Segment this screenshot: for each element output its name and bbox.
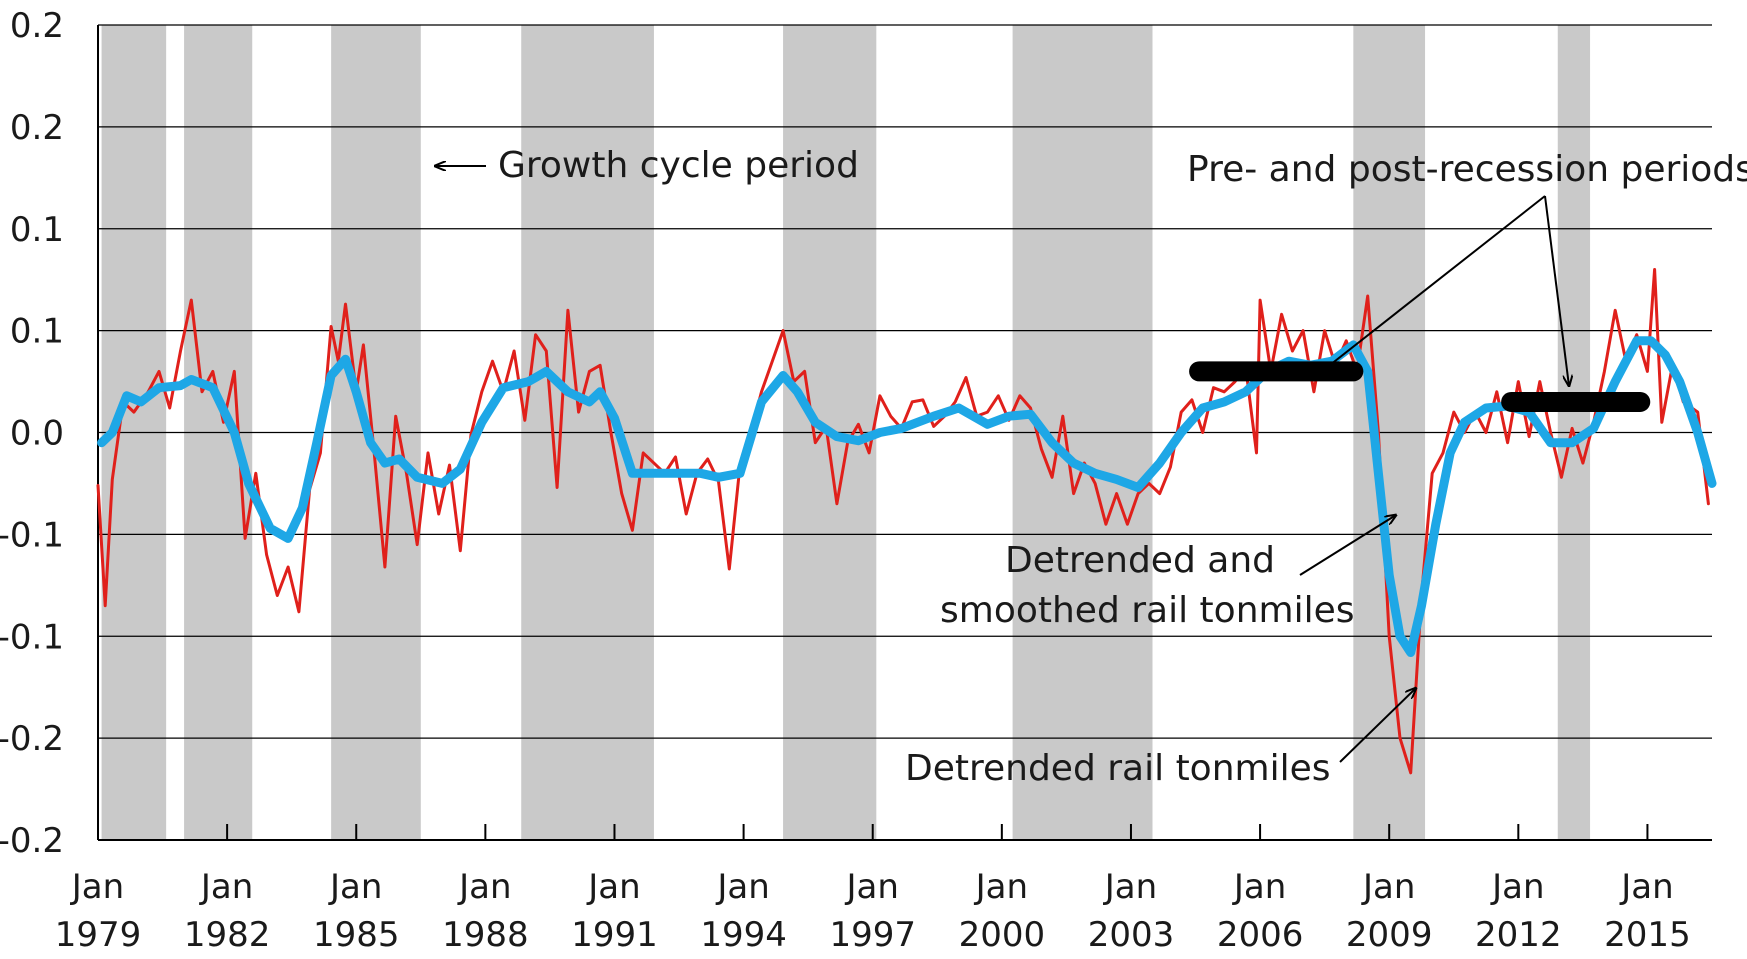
x-tick-label-year: 1985: [313, 915, 400, 955]
pre-post-label: Pre- and post-recession periods: [1187, 149, 1747, 190]
pre-post-arrow-1: [1316, 195, 1546, 376]
x-tick-label-month: Jan: [70, 867, 124, 907]
x-tick-label-month: Jan: [974, 867, 1028, 907]
annotation-growth-cycle: Growth cycle period: [435, 145, 859, 186]
x-tick-label-month: Jan: [845, 867, 899, 907]
x-tick-label-month: Jan: [715, 867, 769, 907]
raw-arrow: [1339, 688, 1416, 763]
y-tick-label: 0.1: [10, 312, 64, 352]
x-tick-label-year: 2012: [1475, 915, 1562, 955]
x-tick-label-month: Jan: [328, 867, 382, 907]
smoothed-label-line1: Detrended and: [1005, 540, 1275, 581]
x-tick-label-year: 2006: [1217, 915, 1304, 955]
x-tick-label-year: 1994: [700, 915, 787, 955]
y-tick-label: 0.2: [10, 6, 64, 46]
x-tick-label-month: Jan: [1619, 867, 1673, 907]
annotation-pre-post: Pre- and post-recession periods: [1187, 149, 1747, 386]
smoothed-arrow: [1299, 515, 1396, 576]
y-tick-label: -0.1: [0, 515, 64, 555]
y-tick-label: 0.1: [10, 210, 64, 250]
y-tick-label: -0.2: [0, 821, 64, 861]
x-axis-tick-labels: Jan 1979 Jan 1982 Jan 1985 Jan 1988 Jan 1991 Jan 19…: [55, 867, 1691, 955]
y-tick-label: -0.2: [0, 719, 64, 759]
x-tick-label-year: 1979: [55, 915, 142, 955]
y-tick-label: 0.0: [10, 414, 64, 454]
annotation-raw: Detrended rail tonmiles: [905, 688, 1416, 789]
y-tick-label: 0.2: [10, 108, 64, 148]
x-tick-label-year: 2000: [959, 915, 1046, 955]
x-tick-label-year: 2003: [1088, 915, 1175, 955]
x-tick-label-year: 1982: [184, 915, 271, 955]
x-tick-label-month: Jan: [1490, 867, 1544, 907]
growth-cycle-label: Growth cycle period: [498, 145, 859, 186]
smoothed-label-line2: smoothed rail tonmiles: [940, 590, 1355, 631]
x-tick-label-year: 1991: [571, 915, 658, 955]
x-tick-label-month: Jan: [1361, 867, 1415, 907]
pre-post-arrow-2: [1544, 195, 1569, 386]
x-tick-label-year: 2015: [1604, 915, 1691, 955]
y-tick-label: -0.1: [0, 617, 64, 657]
x-tick-label-month: Jan: [1103, 867, 1157, 907]
raw-label: Detrended rail tonmiles: [905, 748, 1331, 789]
series-line-smoothed: [97, 336, 1717, 657]
axes: [97, 25, 1712, 841]
y-axis-tick-labels: 0.2 0.2 0.1 0.1 0.0 -0.1 -0.1 -0.2 -0.2: [0, 6, 64, 861]
x-tick-label-month: Jan: [1232, 867, 1286, 907]
x-tick-label-month: Jan: [199, 867, 253, 907]
x-tick-label-year: 1997: [829, 915, 916, 955]
annotation-smoothed: Detrended and smoothed rail tonmiles: [940, 515, 1396, 631]
series-lines: [96, 268, 1717, 775]
x-tick-label-year: 2009: [1346, 915, 1433, 955]
x-tick-label-year: 1988: [442, 915, 529, 955]
x-tick-label-month: Jan: [586, 867, 640, 907]
x-tick-label-month: Jan: [457, 867, 511, 907]
